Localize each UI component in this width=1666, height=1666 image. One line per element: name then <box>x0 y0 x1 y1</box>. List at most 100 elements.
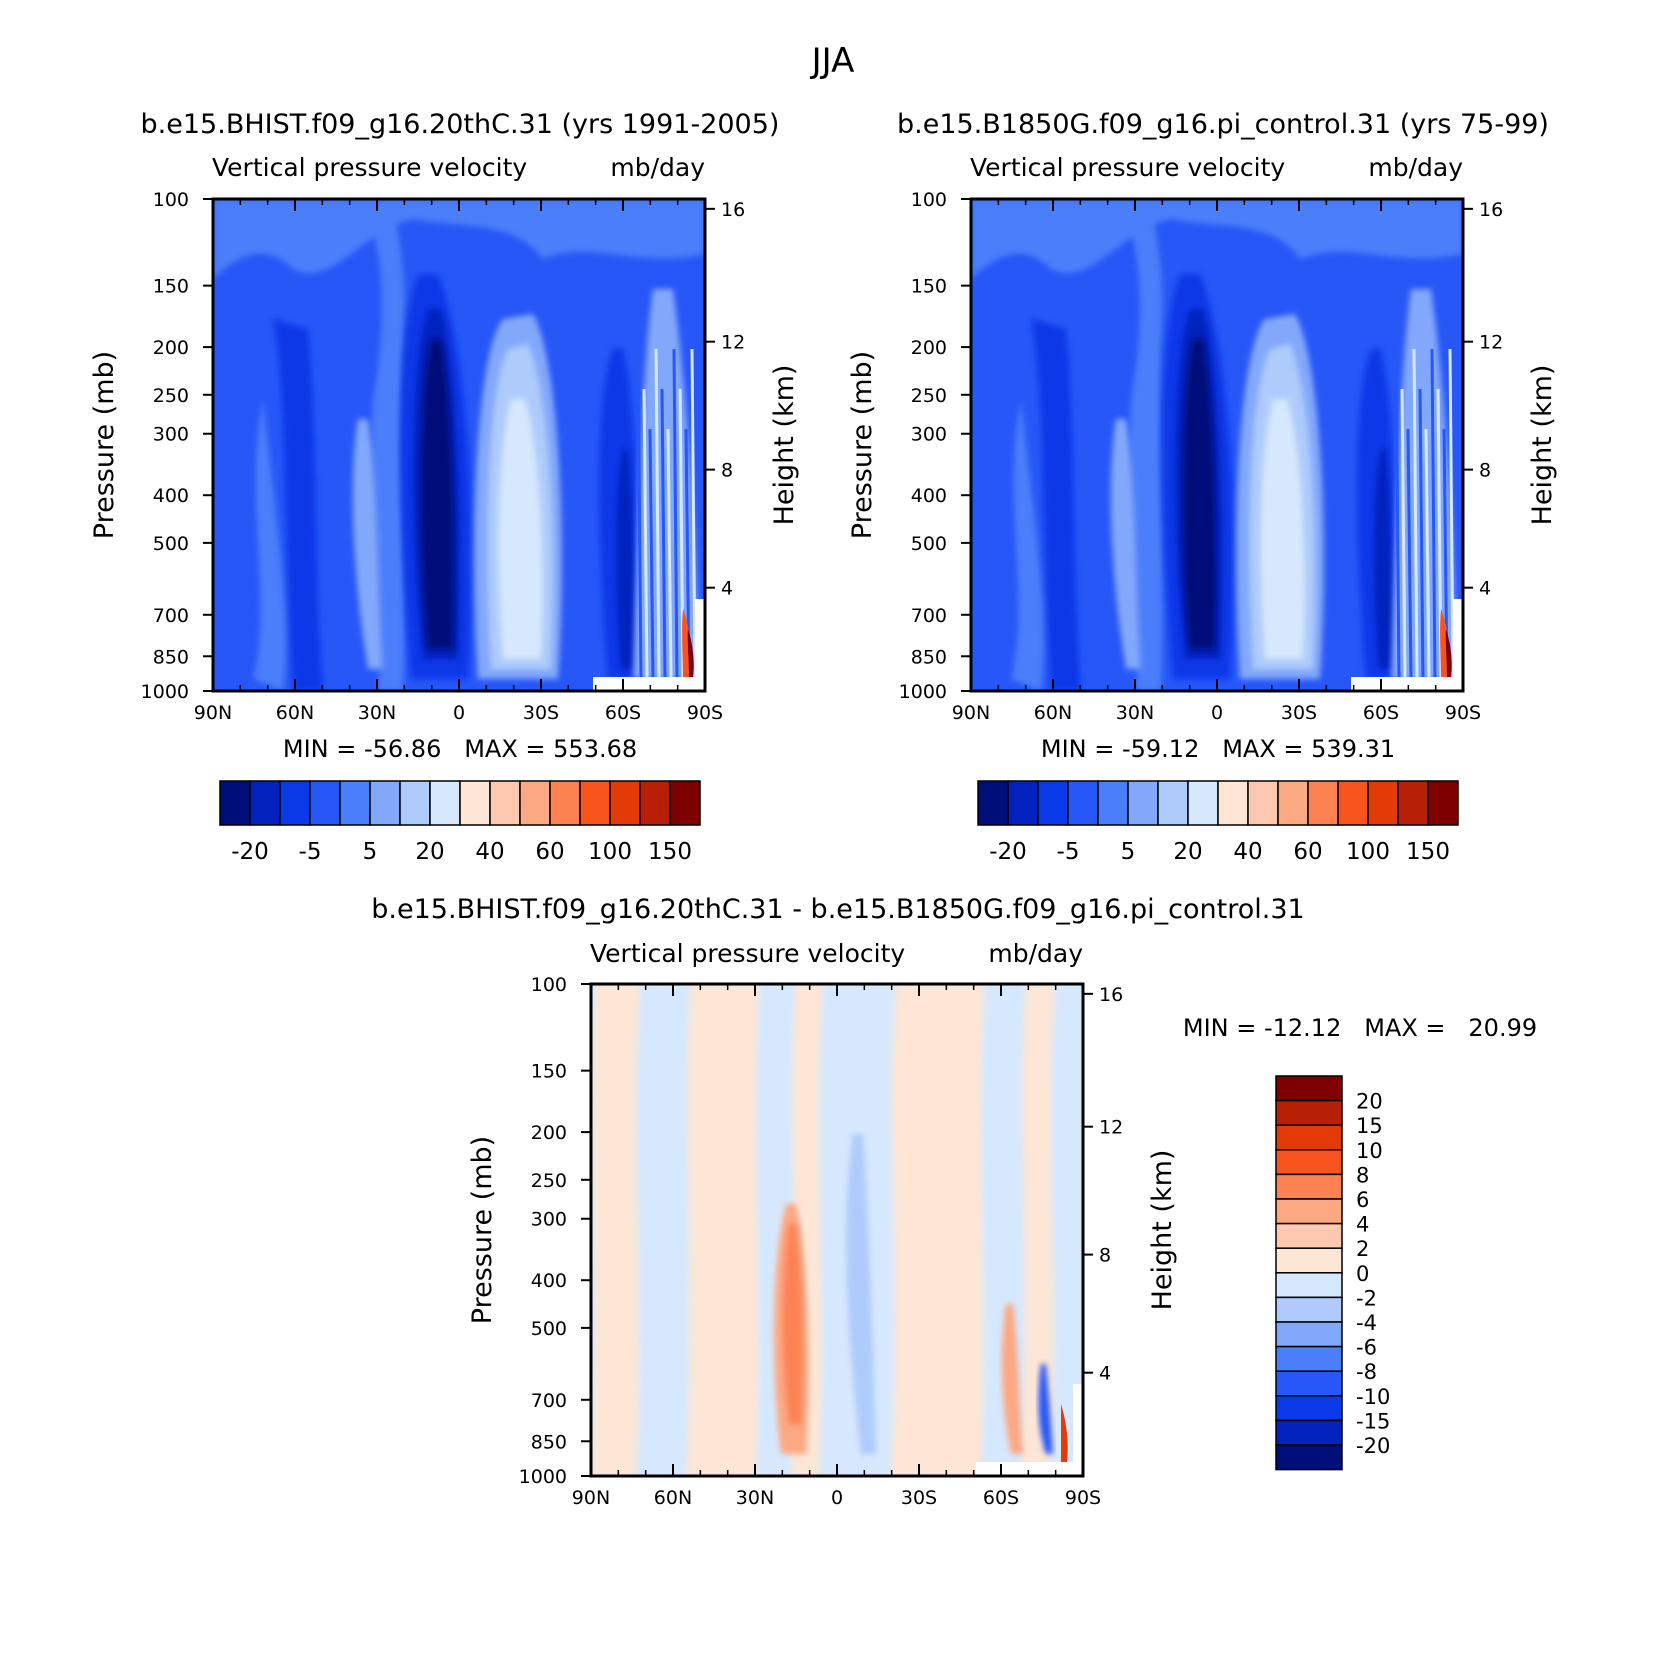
y-tick-label: 250 <box>153 385 189 407</box>
colorbar-swatch <box>249 780 281 826</box>
colorbar-swatch <box>429 780 461 826</box>
x-tick-label: 60S <box>983 1487 1019 1509</box>
field-antarctic-streak <box>648 428 655 680</box>
field-antarctic-max <box>687 629 694 677</box>
field-positive-band <box>891 984 985 1476</box>
y-tick-label: 700 <box>153 605 189 627</box>
y-axis-label: Pressure (mb) <box>467 1136 498 1324</box>
colorbar-label: 10 <box>1356 1139 1383 1163</box>
x-tick-label: 30N <box>358 702 396 724</box>
colorbar-swatch <box>1277 780 1309 826</box>
x-tick-label: 30S <box>901 1487 937 1509</box>
field-antarctic-max <box>1445 629 1452 677</box>
y-tick-label: 1000 <box>519 1466 567 1488</box>
colorbar-swatch <box>519 780 551 826</box>
colorbar-label: 20 <box>1356 1090 1383 1114</box>
panel-1-colorbar: -20 -5 5 20 40 60 100 150 <box>219 780 701 865</box>
field-band-polar <box>1011 399 1044 691</box>
field-missing <box>593 677 705 691</box>
colorbar-label: -8 <box>1356 1360 1377 1384</box>
x-tick-label: 0 <box>453 702 465 724</box>
colorbar-swatch <box>489 780 521 826</box>
colorbar-swatch <box>1157 780 1189 826</box>
panel-1-title: b.e15.BHIST.f09_g16.20thC.31 (yrs 1991-2… <box>141 109 780 140</box>
colorbar-swatch <box>669 780 701 826</box>
colorbar-label: 0 <box>1356 1262 1369 1286</box>
field-negative-band <box>846 1134 876 1454</box>
y-tick-label: 200 <box>911 337 947 359</box>
field-band-north <box>363 209 405 691</box>
y-right-tick-label: 16 <box>1099 984 1123 1006</box>
colorbar-swatch <box>1337 780 1369 826</box>
panel-1-subtitle: Vertical pressure velocity <box>212 153 527 182</box>
x-tick-label: 60S <box>605 702 641 724</box>
colorbar-swatch <box>1275 1099 1343 1126</box>
colorbar-swatch <box>579 780 611 826</box>
panel-2-colorbar: -20 -5 5 20 40 60 100 150 <box>977 780 1459 865</box>
y-right-tick-label: 8 <box>721 460 733 482</box>
colorbar-label: 150 <box>648 839 692 865</box>
field-band-nh <box>273 319 323 691</box>
colorbar-swatch <box>309 780 341 826</box>
panel-3-stats: MIN = -12.12 MAX = 20.99 <box>1183 1014 1537 1042</box>
y-tick-label: 1000 <box>141 681 189 703</box>
field-antarctic-streak <box>666 428 673 680</box>
field-band-north <box>1121 209 1163 691</box>
y-tick-label: 100 <box>531 974 567 996</box>
y-tick-label: 400 <box>153 485 189 507</box>
x-tick-label: 30S <box>523 702 559 724</box>
y-right-axis-label: Height (km) <box>1527 365 1558 526</box>
y-tick-label: 250 <box>531 1170 567 1192</box>
colorbar-label: 60 <box>1293 839 1322 865</box>
y-tick-label: 100 <box>153 189 189 211</box>
field-equatorial-core <box>420 339 454 649</box>
field-antarctic-streak <box>654 348 661 680</box>
field-positive-sh <box>1001 1304 1023 1454</box>
colorbar-swatch <box>1275 1345 1343 1372</box>
field-negative-sh <box>1038 1364 1053 1454</box>
colorbar-swatch <box>339 780 371 826</box>
y-right-tick-label: 4 <box>721 578 733 600</box>
colorbar-label: -10 <box>1356 1385 1390 1409</box>
colorbar-swatch <box>1427 780 1459 826</box>
colorbar-label: 20 <box>1173 839 1202 865</box>
field-band-nh <box>1031 319 1081 691</box>
colorbar-label: -2 <box>1356 1286 1377 1310</box>
field-antarctic-streak <box>1412 348 1419 680</box>
field-antarctic-streak <box>1448 348 1455 680</box>
colorbar-swatch <box>1067 780 1099 826</box>
field-positive-band <box>591 984 640 1476</box>
field-antarctic-streak <box>672 348 679 680</box>
colorbar-swatch <box>369 780 401 826</box>
colorbar-swatch <box>1275 1222 1343 1249</box>
field-sh-core <box>616 449 638 669</box>
field-antarctic-streak <box>1406 428 1413 680</box>
panel-3-units: mb/day <box>988 939 1083 968</box>
colorbar-label: 8 <box>1356 1163 1369 1187</box>
colorbar-swatch <box>549 780 581 826</box>
y-tick-label: 300 <box>531 1209 567 1231</box>
colorbar-swatch <box>1275 1395 1343 1422</box>
colorbar-label: 20 <box>415 839 444 865</box>
y-right-tick-label: 8 <box>1479 460 1491 482</box>
colorbar-swatch <box>1247 780 1279 826</box>
colorbar-swatch <box>1037 780 1069 826</box>
colorbar-swatch <box>279 780 311 826</box>
colorbar-swatch <box>219 780 251 826</box>
x-tick-label: 90N <box>572 1487 610 1509</box>
y-right-tick-label: 16 <box>1479 199 1503 221</box>
colorbar-label: 5 <box>1121 839 1136 865</box>
field-antarctic-streak <box>660 388 667 680</box>
y-tick-label: 100 <box>911 189 947 211</box>
colorbar-label: -20 <box>989 839 1027 865</box>
colorbar-swatch <box>1275 1321 1343 1348</box>
field-positive-max <box>783 1224 803 1424</box>
colorbar-label: 4 <box>1356 1213 1369 1237</box>
colorbar-label: 40 <box>1233 839 1262 865</box>
x-tick-label: 30N <box>1116 702 1154 724</box>
colorbar-label: 40 <box>475 839 504 865</box>
colorbar-label: 100 <box>588 839 632 865</box>
panel-3-subtitle: Vertical pressure velocity <box>590 939 905 968</box>
